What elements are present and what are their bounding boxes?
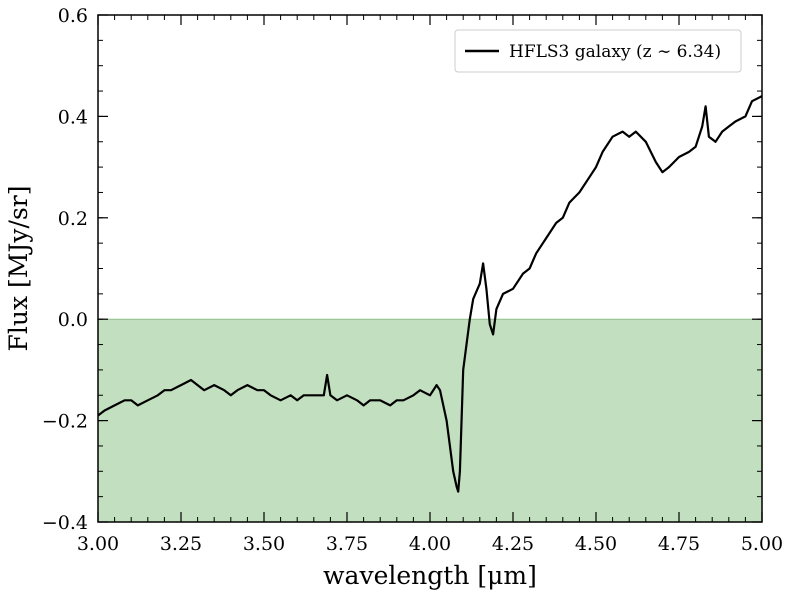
x-tick-label: 3.00 [77,533,119,555]
negative-flux-band [98,319,762,522]
legend: HFLS3 galaxy (z ∼ 6.34) [454,29,742,73]
y-tick-label: 0.0 [58,309,88,331]
series-line-hfls3 [97,95,763,493]
x-tick-label: 3.25 [160,533,202,555]
y-axis-ticks: −0.4 −0.2 0.0 0.2 0.4 0.6 [42,5,762,534]
x-tick-label: 3.50 [243,533,285,555]
x-axis-ticks: 3.00 3.25 3.50 3.75 4.00 4.25 4.50 4.75 5.00 [77,15,783,555]
x-tick-label: 4.75 [658,533,700,555]
x-tick-label: 4.00 [409,533,451,555]
x-tick-label: 5.00 [741,533,783,555]
y-tick-label: 0.6 [58,5,88,27]
legend-box [454,29,742,73]
legend-entry: HFLS3 galaxy (z ∼ 6.34) [509,42,721,62]
y-tick-label: 0.4 [58,106,88,128]
y-axis-label: Flux [MJy/sr] [4,186,33,352]
y-tick-label: −0.4 [42,512,88,534]
x-tick-label: 3.75 [326,533,368,555]
x-axis-label: wavelength [μm] [323,561,537,590]
data-series [97,95,763,493]
y-tick-label: 0.2 [58,208,88,230]
y-tick-label: −0.2 [42,411,88,433]
shaded-region [98,318,762,522]
x-tick-label: 4.25 [492,533,534,555]
x-tick-label: 4.50 [575,533,617,555]
